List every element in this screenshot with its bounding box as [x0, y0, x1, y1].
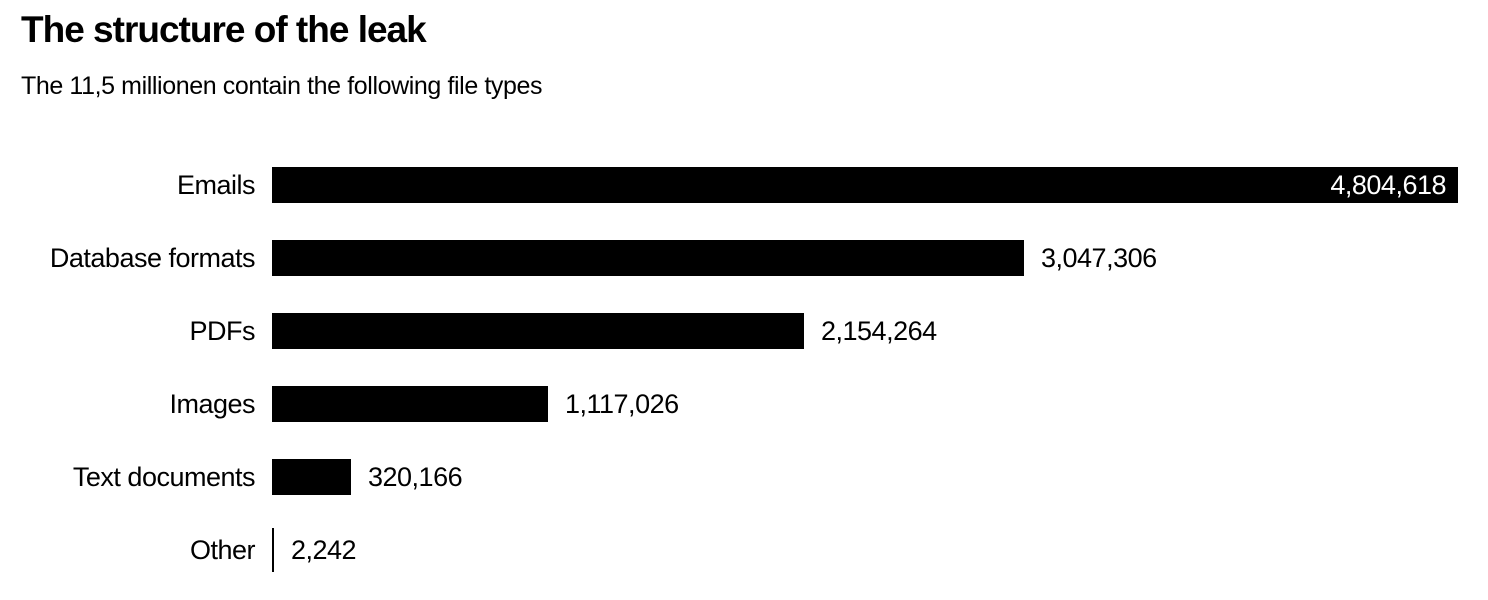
bar-track: 1,117,026 — [272, 386, 679, 422]
category-label: PDFs — [189, 316, 256, 346]
bar — [272, 459, 351, 495]
bar-track: 2,154,264 — [272, 313, 937, 349]
bar-row: Emails 4,804,618 — [0, 167, 1488, 203]
category-label: Images — [169, 389, 255, 419]
bar-row: Database formats 3,047,306 — [0, 240, 1488, 276]
bar — [272, 313, 804, 349]
value-label: 3,047,306 — [1041, 243, 1157, 273]
bar-chart: Emails 4,804,618 Database formats 3,047,306… — [0, 167, 1488, 600]
category-label: Database formats — [49, 243, 256, 273]
bar — [272, 386, 548, 422]
bar-track: 4,804,618 — [272, 167, 1458, 203]
bar — [272, 528, 274, 572]
value-label: 4,804,618 — [1330, 170, 1446, 200]
value-label: 2,242 — [291, 535, 357, 565]
bar — [272, 240, 1024, 276]
category-label: Other — [189, 535, 256, 565]
bar-row: Other 2,242 — [0, 528, 1488, 572]
value-label: 1,117,026 — [565, 389, 679, 419]
category-label: Text documents — [72, 462, 256, 492]
bar-track: 2,242 — [272, 528, 357, 572]
bar-track: 3,047,306 — [272, 240, 1157, 276]
value-label: 2,154,264 — [821, 316, 937, 346]
bar-track: 320,166 — [272, 459, 463, 495]
value-label: 320,166 — [368, 462, 463, 492]
chart-subtitle: The 11,5 millionen contain the following… — [21, 72, 543, 100]
category-label: Emails — [176, 170, 256, 200]
bar-row: Images 1,117,026 — [0, 386, 1488, 422]
bar: 4,804,618 — [272, 167, 1458, 203]
chart-title: The structure of the leak — [21, 9, 427, 50]
bar-row: PDFs 2,154,264 — [0, 313, 1488, 349]
bar-row: Text documents 320,166 — [0, 459, 1488, 495]
